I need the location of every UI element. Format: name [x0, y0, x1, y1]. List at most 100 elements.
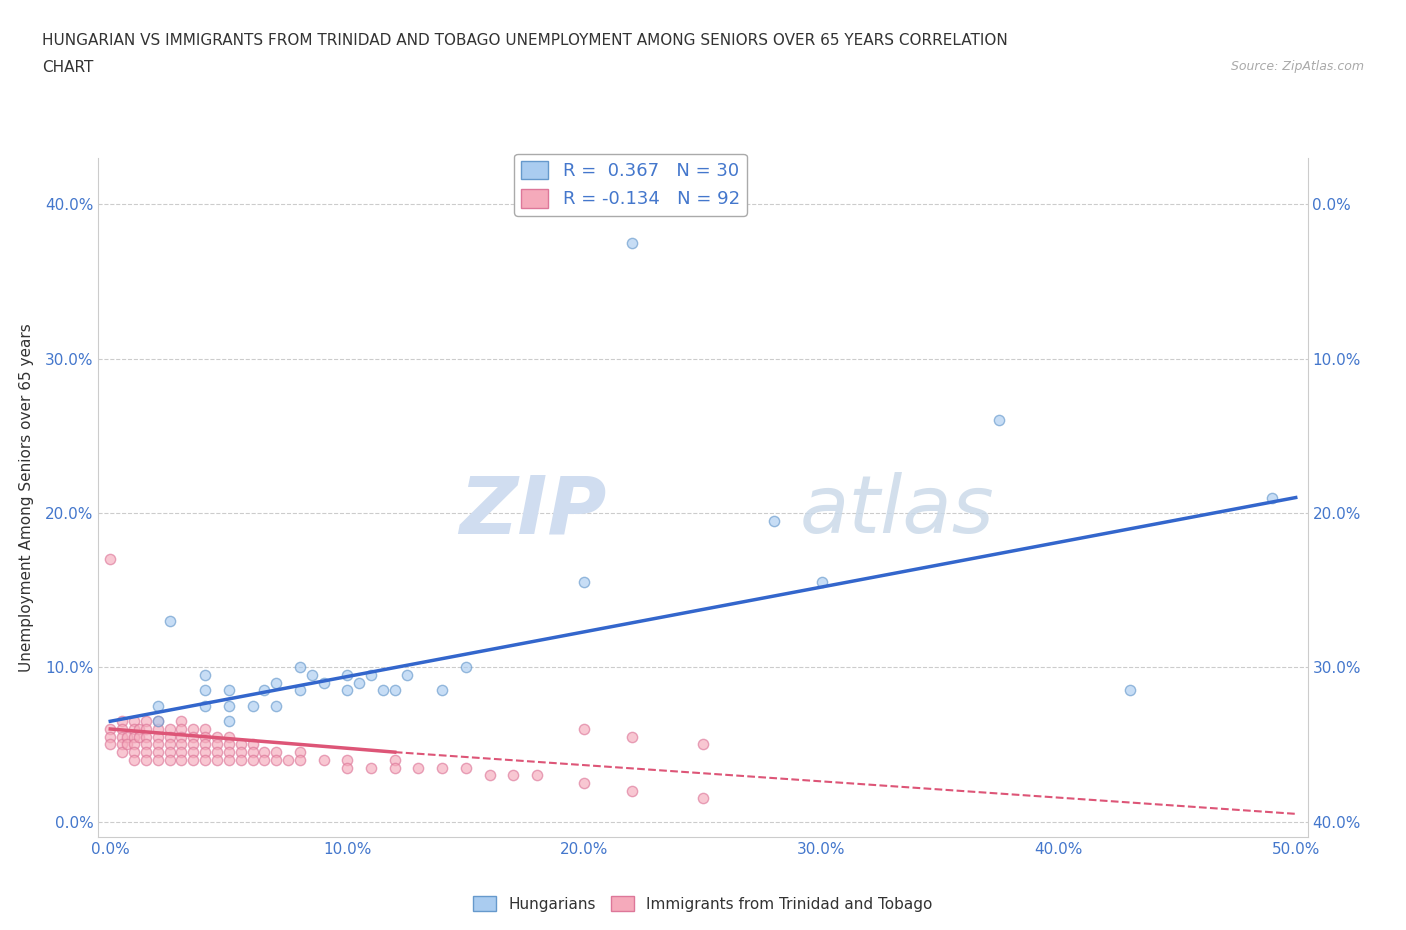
Point — [347, 675, 370, 690]
Point — [111, 714, 134, 729]
Point — [122, 752, 145, 767]
Point — [264, 745, 287, 760]
Point — [288, 660, 311, 675]
Point — [810, 575, 832, 590]
Point — [170, 745, 193, 760]
Point — [218, 698, 240, 713]
Point — [454, 760, 477, 775]
Point — [454, 660, 477, 675]
Point — [135, 729, 157, 744]
Point — [128, 729, 150, 744]
Point — [336, 668, 359, 683]
Point — [218, 752, 240, 767]
Point — [135, 722, 157, 737]
Point — [181, 752, 204, 767]
Text: ZIP: ZIP — [458, 472, 606, 551]
Point — [229, 737, 252, 751]
Point — [312, 752, 335, 767]
Point — [98, 722, 121, 737]
Point — [194, 698, 217, 713]
Point — [205, 752, 228, 767]
Point — [170, 729, 193, 744]
Point — [181, 737, 204, 751]
Point — [432, 760, 454, 775]
Point — [264, 752, 287, 767]
Point — [620, 729, 643, 744]
Point — [218, 683, 240, 698]
Point — [253, 745, 276, 760]
Point — [384, 760, 406, 775]
Point — [122, 729, 145, 744]
Point — [146, 737, 169, 751]
Point — [264, 675, 287, 690]
Point — [194, 752, 217, 767]
Point — [135, 752, 157, 767]
Text: CHART: CHART — [42, 60, 94, 75]
Point — [336, 683, 359, 698]
Point — [574, 722, 596, 737]
Point — [194, 683, 217, 698]
Point — [242, 698, 264, 713]
Point — [692, 791, 714, 806]
Point — [111, 722, 134, 737]
Point — [111, 729, 134, 744]
Point — [336, 760, 359, 775]
Point — [146, 722, 169, 737]
Point — [1261, 490, 1284, 505]
Point — [135, 745, 157, 760]
Legend: R =  0.367   N = 30, R = -0.134   N = 92: R = 0.367 N = 30, R = -0.134 N = 92 — [515, 153, 747, 216]
Point — [288, 745, 311, 760]
Point — [194, 737, 217, 751]
Legend: Hungarians, Immigrants from Trinidad and Tobago: Hungarians, Immigrants from Trinidad and… — [467, 889, 939, 918]
Point — [159, 614, 181, 629]
Point — [692, 737, 714, 751]
Point — [98, 729, 121, 744]
Point — [408, 760, 430, 775]
Point — [1119, 683, 1142, 698]
Point — [229, 745, 252, 760]
Point — [159, 752, 181, 767]
Point — [988, 413, 1011, 428]
Point — [170, 752, 193, 767]
Point — [620, 235, 643, 250]
Point — [128, 722, 150, 737]
Point — [159, 745, 181, 760]
Point — [242, 737, 264, 751]
Point — [288, 752, 311, 767]
Point — [574, 776, 596, 790]
Point — [574, 575, 596, 590]
Point — [288, 683, 311, 698]
Point — [336, 752, 359, 767]
Y-axis label: Unemployment Among Seniors over 65 years: Unemployment Among Seniors over 65 years — [18, 324, 34, 671]
Point — [181, 722, 204, 737]
Point — [205, 745, 228, 760]
Point — [159, 737, 181, 751]
Point — [146, 714, 169, 729]
Point — [384, 683, 406, 698]
Point — [122, 714, 145, 729]
Point — [478, 768, 501, 783]
Point — [253, 752, 276, 767]
Point — [135, 737, 157, 751]
Point — [360, 760, 382, 775]
Point — [526, 768, 548, 783]
Point — [384, 752, 406, 767]
Text: HUNGARIAN VS IMMIGRANTS FROM TRINIDAD AND TOBAGO UNEMPLOYMENT AMONG SENIORS OVER: HUNGARIAN VS IMMIGRANTS FROM TRINIDAD AN… — [42, 33, 1008, 47]
Point — [371, 683, 394, 698]
Point — [194, 668, 217, 683]
Point — [360, 668, 382, 683]
Point — [122, 737, 145, 751]
Point — [159, 729, 181, 744]
Point — [170, 714, 193, 729]
Point — [170, 722, 193, 737]
Point — [194, 722, 217, 737]
Point — [181, 729, 204, 744]
Point — [502, 768, 524, 783]
Point — [218, 745, 240, 760]
Point — [146, 714, 169, 729]
Point — [181, 745, 204, 760]
Point — [170, 737, 193, 751]
Point — [218, 737, 240, 751]
Point — [122, 745, 145, 760]
Point — [111, 737, 134, 751]
